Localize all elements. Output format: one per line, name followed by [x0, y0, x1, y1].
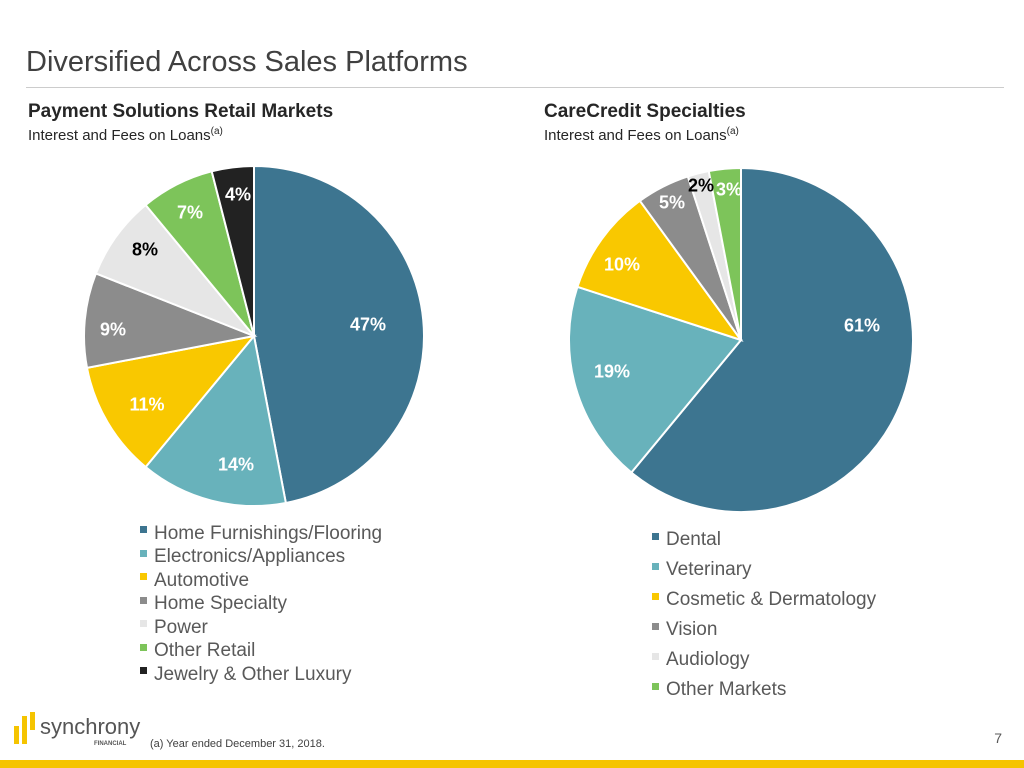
right-chart-title: CareCredit Specialties [544, 101, 746, 122]
right-legend: Dental Veterinary Cosmetic & Dermatology Vi… [652, 525, 876, 705]
legend-swatch [652, 592, 659, 600]
legend-item: Home Specialty [140, 593, 382, 617]
left-legend: Home Furnishings/Flooring Electronics/App… [140, 522, 382, 687]
svg-text:synchrony: synchrony [40, 714, 140, 739]
title-divider [26, 87, 1004, 88]
legend-item: Dental [652, 525, 876, 555]
pie-slice-0-6 [210, 164, 255, 337]
legend-item: Veterinary [652, 555, 876, 585]
right-subtitle-text: Interest and Fees on Loans [544, 127, 727, 144]
legend-swatch [652, 562, 659, 570]
right-subtitle-sup: (a) [726, 126, 739, 137]
legend-item: Other Retail [140, 640, 382, 664]
data-label: 4% [224, 184, 252, 205]
legend-label: Home Specialty [154, 593, 288, 615]
legend-item: Vision [652, 615, 876, 645]
pie-slice-1-2 [576, 199, 744, 342]
legend-label: Jewelry & Other Luxury [154, 663, 352, 685]
data-label: 11% [129, 394, 165, 415]
legend-swatch [140, 526, 147, 534]
legend-item: Cosmetic & Dermatology [652, 585, 876, 615]
data-label: 61% [843, 315, 881, 336]
synchrony-logo: synchrony FINANCIAL [14, 712, 144, 753]
pie-slice-1-5 [707, 166, 742, 341]
legend-item: Electronics/Appliances [140, 546, 382, 570]
legend-swatch [140, 620, 147, 628]
legend-swatch [652, 652, 659, 660]
pie-slice-1-0 [629, 166, 914, 513]
legend-label: Other Markets [666, 679, 787, 700]
left-chart-subtitle: Interest and Fees on Loans(a) [28, 126, 223, 144]
pie-slice-0-1 [144, 333, 288, 507]
legend-label: Electronics/Appliances [154, 546, 346, 568]
data-label: 10% [603, 254, 641, 275]
footnote: (a) Year ended December 31, 2018. [150, 738, 325, 750]
data-label: 47% [349, 314, 387, 335]
legend-swatch [140, 643, 147, 651]
right-chart-subtitle: Interest and Fees on Loans(a) [544, 126, 739, 144]
pie-slice-0-2 [85, 334, 257, 469]
legend-swatch [652, 622, 659, 630]
pie-slice-0-3 [83, 272, 258, 370]
data-label: 7% [176, 202, 204, 223]
legend-label: Cosmetic & Dermatology [666, 589, 877, 610]
data-label: 5% [658, 192, 686, 213]
legend-item: Jewelry & Other Luxury [140, 663, 382, 687]
data-label: 2% [687, 175, 715, 196]
legend-label: Home Furnishings/Flooring [154, 522, 383, 544]
legend-label: Veterinary [666, 559, 752, 580]
legend-label: Dental [666, 529, 721, 550]
legend-item: Power [140, 616, 382, 640]
legend-swatch [652, 532, 659, 540]
page-number: 7 [994, 730, 1002, 746]
left-subtitle-sup: (a) [210, 126, 223, 137]
data-label: 8% [131, 239, 159, 260]
legend-label: Vision [666, 619, 718, 640]
legend-label: Automotive [154, 569, 250, 591]
pie-slice-0-0 [253, 164, 426, 505]
legend-item: Automotive [140, 569, 382, 593]
footer-bar [0, 760, 1024, 768]
legend-item: Audiology [652, 645, 876, 675]
legend-swatch [140, 573, 147, 581]
data-label: 9% [99, 319, 127, 340]
legend-swatch [140, 667, 147, 675]
legend-swatch [140, 549, 147, 557]
left-chart-title: Payment Solutions Retail Markets [28, 101, 334, 122]
pie-slice-1-1 [568, 285, 743, 474]
legend-item: Other Markets [652, 675, 876, 705]
legend-label: Audiology [666, 649, 750, 670]
svg-text:FINANCIAL: FINANCIAL [94, 741, 127, 747]
legend-swatch [652, 682, 659, 690]
data-label: 3% [715, 179, 743, 200]
legend-label: Power [154, 616, 208, 638]
left-subtitle-text: Interest and Fees on Loans [28, 127, 211, 144]
legend-swatch [140, 596, 147, 604]
legend-item: Home Furnishings/Flooring [140, 522, 382, 546]
legend-label: Other Retail [154, 640, 256, 662]
data-label: 14% [217, 454, 255, 475]
page-title: Diversified Across Sales Platforms [26, 46, 468, 78]
data-label: 19% [593, 361, 631, 382]
